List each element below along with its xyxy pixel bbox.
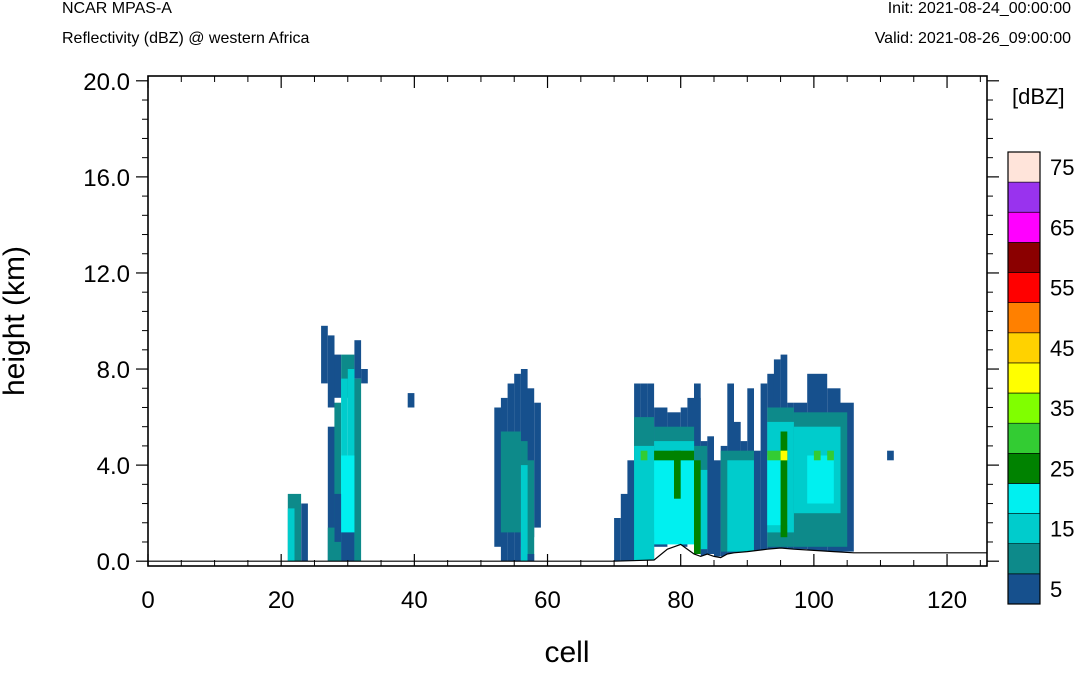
colorbar-swatch (1007, 272, 1041, 303)
reflectivity-cell (627, 460, 635, 562)
colorbar-swatch (1007, 513, 1041, 544)
x-axis-title: cell (544, 636, 589, 669)
reflectivity-cell (780, 431, 788, 538)
x-tick-label: 80 (667, 587, 694, 614)
valid-time: Valid: 2021-08-26_09:00:00 (874, 30, 1071, 47)
x-tick-label: 60 (534, 587, 561, 614)
y-ticks: 0.0 4.0 8.0 12.0 16.0 20.0 (83, 69, 999, 576)
reflectivity-cell (707, 436, 714, 554)
reflectivity-cell (334, 354, 342, 398)
chart-subtitle: Reflectivity (dBZ) @ western Africa (62, 30, 310, 47)
colorbar-swatch (1007, 212, 1041, 243)
reflectivity-cell (534, 402, 541, 528)
colorbar-label: 15 (1050, 517, 1074, 542)
terrain-layer (147, 543, 987, 566)
model-name: NCAR MPAS-A (62, 0, 172, 17)
colorbar-swatch (1007, 573, 1041, 605)
init-time: Init: 2021-08-24_00:00:00 (887, 0, 1071, 17)
reflectivity-cell (527, 460, 535, 562)
reflectivity-cell (327, 527, 335, 562)
colorbar-label: 75 (1050, 155, 1074, 180)
reflectivity-cells (287, 325, 894, 562)
colorbar: 5 15 25 35 45 55 65 75 (1007, 151, 1074, 605)
reflectivity-cell (654, 450, 695, 461)
y-axis-title: height (km) (0, 246, 31, 396)
colorbar-label: 55 (1050, 276, 1074, 301)
reflectivity-cell (887, 450, 894, 461)
reflectivity-cell (767, 450, 788, 461)
reflectivity-cell (354, 378, 362, 562)
terrain-fill (148, 544, 987, 566)
reflectivity-cell (361, 369, 368, 384)
colorbar-label: 25 (1050, 456, 1074, 481)
reflectivity-cell (780, 450, 788, 461)
reflectivity-cell (327, 426, 335, 562)
reflectivity-cell (321, 325, 328, 384)
reflectivity-cell (694, 460, 701, 554)
y-tick-label: 16.0 (83, 165, 130, 192)
colorbar-unit: [dBZ] (1012, 84, 1065, 109)
plot-frame (147, 75, 988, 567)
x-tick-label: 120 (927, 587, 967, 614)
reflectivity-cell (354, 340, 362, 379)
reflectivity-cell (614, 518, 621, 562)
reflectivity-cell (674, 450, 681, 499)
reflectivity-cell (341, 455, 355, 533)
reflectivity-cell (520, 465, 528, 562)
colorbar-swatch (1007, 543, 1041, 575)
colorbar-swatch (1007, 483, 1041, 514)
colorbar-swatch (1007, 151, 1041, 183)
y-tick-label: 8.0 (97, 357, 130, 384)
reflectivity-cell (494, 407, 501, 547)
reflectivity-cell (334, 402, 342, 562)
reflectivity-cell (727, 460, 754, 552)
colorbar-frame (1007, 151, 1041, 605)
reflectivity-cell (301, 503, 308, 562)
colorbar-swatch (1007, 392, 1041, 424)
reflectivity-cell (714, 460, 721, 557)
colorbar-swatch (1007, 332, 1041, 364)
reflectivity-cell (634, 445, 655, 562)
x-ticks: 0 20 40 60 80 100 120 (141, 76, 981, 614)
x-tick-label: 100 (794, 587, 834, 614)
colorbar-label: 65 (1050, 215, 1074, 240)
reflectivity-cell (753, 450, 761, 552)
y-tick-label: 4.0 (97, 453, 130, 480)
reflectivity-cell (827, 450, 834, 461)
reflectivity-cell (287, 508, 295, 562)
colorbar-swatch (1007, 181, 1041, 213)
reflectivity-cell (620, 493, 628, 562)
reflectivity-cell (327, 335, 335, 408)
colorbar-swatch (1007, 302, 1041, 334)
reflectivity-cell (527, 554, 535, 562)
colorbar-swatch (1007, 362, 1041, 394)
colorbar-swatch (1007, 422, 1041, 454)
reflectivity-cell (640, 450, 648, 461)
y-tick-label: 20.0 (83, 69, 130, 96)
reflectivity-cell (407, 393, 415, 408)
y-tick-label: 0.0 (97, 549, 130, 576)
colorbar-label: 45 (1050, 336, 1074, 361)
colorbar-swatch (1007, 452, 1041, 484)
colorbar-label: 5 (1050, 577, 1062, 602)
reflectivity-cell (813, 450, 821, 461)
x-tick-label: 20 (268, 587, 295, 614)
reflectivity-cell (500, 431, 521, 533)
reflectivity-cell (760, 383, 768, 552)
colorbar-swatch (1007, 242, 1041, 273)
reflectivity-cell (807, 455, 834, 504)
reflectivity-cell (341, 532, 355, 562)
y-tick-label: 12.0 (83, 261, 130, 288)
x-tick-label: 40 (401, 587, 428, 614)
x-tick-label: 0 (141, 587, 154, 614)
colorbar-label: 35 (1050, 396, 1074, 421)
terrain-line (147, 543, 987, 562)
reflectivity-cell (334, 493, 342, 542)
